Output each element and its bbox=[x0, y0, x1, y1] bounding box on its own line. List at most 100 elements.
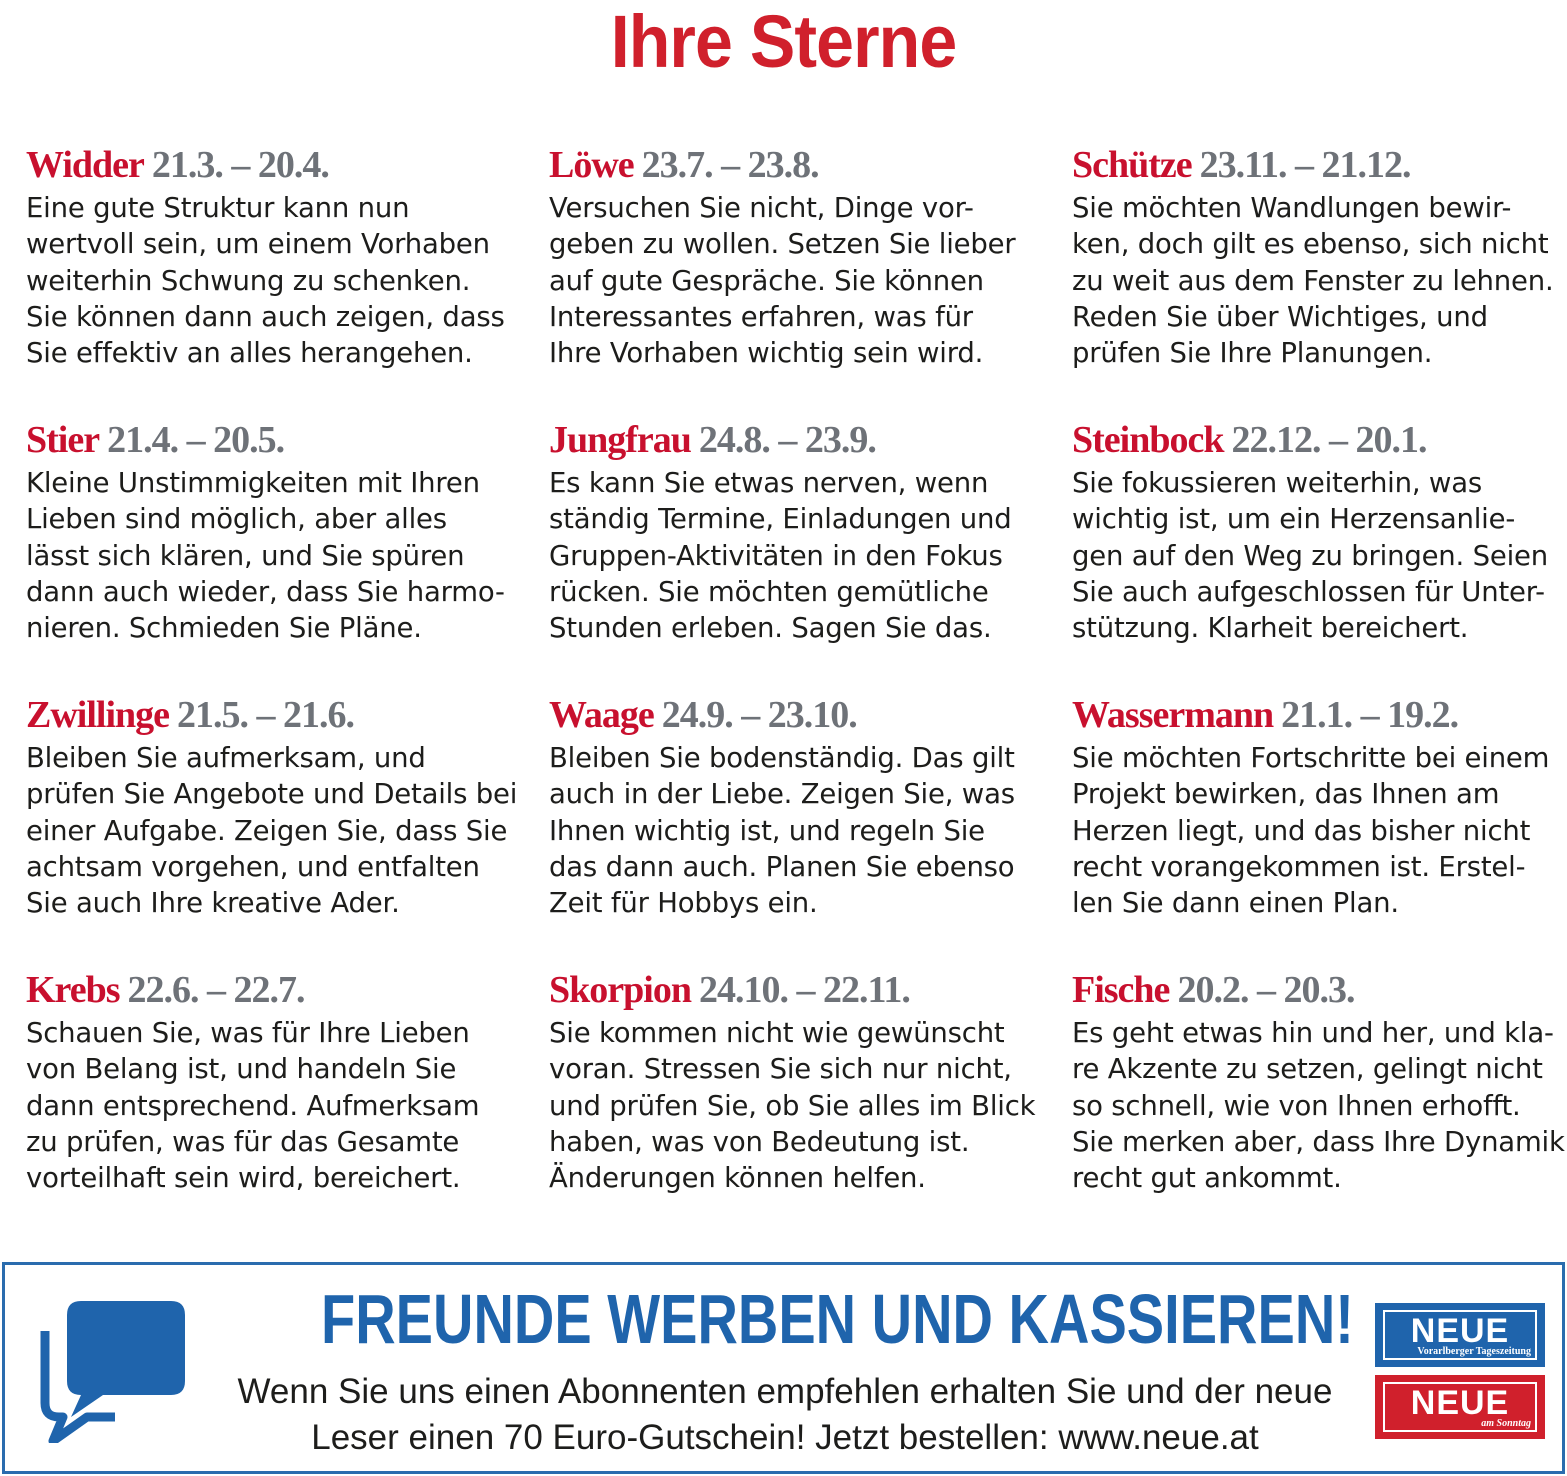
text-line: Sie möchten Wandlungen bewir- bbox=[1072, 192, 1512, 224]
sign-heading: Zwillinge 21.5. – 21.6. bbox=[26, 690, 549, 740]
text-line: voran. Stressen Sie sich nur nicht, bbox=[549, 1053, 1012, 1086]
text-line: Zeit für Hobbys ein. bbox=[549, 887, 818, 920]
text-line: und prüfen Sie, ob Sie alles im Blick bbox=[549, 1089, 1036, 1122]
text-line: zu prüfen, was für das Gesamte bbox=[26, 1125, 460, 1158]
sign-text: Sie möchten Wandlungen bewir- ken, doch … bbox=[1072, 190, 1556, 371]
text-line: Interessantes erfahren, was für bbox=[549, 300, 973, 333]
text-line: Gruppen-Aktivitäten in den Fokus bbox=[549, 539, 1003, 572]
sign-steinbock: Steinbock 22.12. – 20.1. Sie fokussieren … bbox=[1072, 415, 1556, 690]
sign-name: Schütze bbox=[1072, 144, 1193, 186]
sign-name: Fische bbox=[1072, 969, 1170, 1011]
promo-banner[interactable]: FREUNDE WERBEN UND KASSIEREN! Wenn Sie u… bbox=[2, 1262, 1565, 1474]
sign-dates: 20.2. – 20.3. bbox=[1177, 969, 1355, 1011]
sign-text: Eine gute Struktur kann nun wertvoll sei… bbox=[26, 190, 549, 371]
neue-logo[interactable]: NEUE Vorarlberger Tageszeitung bbox=[1375, 1303, 1545, 1367]
text-line: auf gute Gespräche. Sie können bbox=[549, 264, 984, 297]
sign-heading: Löwe 23.7. – 23.8. bbox=[549, 140, 1072, 190]
sign-text: Versuchen Sie nicht, Dinge vor- geben zu… bbox=[549, 190, 1072, 371]
sign-text: Es geht etwas hin und her, und kla- re A… bbox=[1072, 1015, 1565, 1196]
text-line: Reden Sie über Wichtiges, und bbox=[1072, 300, 1488, 333]
text-line: so schnell, wie von Ihnen erhofft. bbox=[1072, 1089, 1521, 1122]
logo-subtitle: am Sonntag bbox=[1385, 1418, 1531, 1429]
sign-dates: 21.5. – 21.6. bbox=[177, 694, 355, 736]
text-line: Kleine Unstimmigkeiten mit Ihren bbox=[26, 467, 480, 499]
page-title: Ihre Sterne bbox=[610, 0, 957, 83]
text-line: ständig Termine, Einladungen und bbox=[549, 503, 1012, 536]
sign-dates: 22.12. – 20.1. bbox=[1231, 419, 1427, 461]
promo-text-line: Leser einen 70 Euro-Gutschein! Jetzt bes… bbox=[311, 1418, 1259, 1457]
sign-name: Steinbock bbox=[1072, 419, 1224, 461]
text-line: wichtig ist, um ein Herzensanlie- bbox=[1072, 503, 1516, 536]
text-line: Ihnen wichtig ist, und regeln Sie bbox=[549, 814, 985, 847]
sign-waage: Waage 24.9. – 23.10. Bleiben Sie bodenstä… bbox=[549, 690, 1072, 965]
text-line: stützung. Klarheit bereichert. bbox=[1072, 612, 1469, 645]
sign-name: Jungfrau bbox=[549, 419, 692, 461]
text-line: Sie merken aber, dass Ihre Dynamik bbox=[1072, 1125, 1565, 1158]
logo-word: NEUE bbox=[1410, 1312, 1510, 1350]
text-line: wertvoll sein, um einem Vorhaben bbox=[26, 228, 490, 261]
text-line: Projekt bewirken, das Ihnen am bbox=[1072, 778, 1500, 811]
sign-text: Bleiben Sie bodenständig. Das gilt auch … bbox=[549, 740, 1072, 921]
text-line: vorteilhaft sein wird, bereichert. bbox=[26, 1162, 461, 1195]
text-line: Lieben sind möglich, aber alles bbox=[26, 503, 447, 536]
sign-text: Sie fokussieren weiterhin, was wichtig i… bbox=[1072, 465, 1556, 646]
sign-dates: 21.4. – 20.5. bbox=[107, 419, 285, 461]
text-line: rücken. Sie möchten gemütliche bbox=[549, 575, 989, 608]
text-line: weiterhin Schwung zu schenken. bbox=[26, 264, 471, 297]
sign-jungfrau: Jungfrau 24.8. – 23.9. Es kann Sie etwas … bbox=[549, 415, 1072, 690]
text-line: das dann auch. Planen Sie ebenso bbox=[549, 850, 1015, 883]
sign-heading: Schütze 23.11. – 21.12. bbox=[1072, 140, 1556, 190]
sign-dates: 21.1. – 19.2. bbox=[1281, 694, 1459, 736]
sign-heading: Jungfrau 24.8. – 23.9. bbox=[549, 415, 1072, 465]
promo-text-line: Wenn Sie uns einen Abonnenten empfehlen … bbox=[237, 1372, 1333, 1411]
sign-stier: Stier 21.4. – 20.5. Kleine Unstimmigkeite… bbox=[26, 415, 549, 690]
text-line: Herzen liegt, und das bisher nicht bbox=[1072, 814, 1531, 847]
text-line: Sie auch aufgeschlossen für Unter- bbox=[1072, 575, 1545, 608]
sign-heading: Skorpion 24.10. – 22.11. bbox=[549, 965, 1072, 1015]
sign-heading: Widder 21.3. – 20.4. bbox=[26, 140, 549, 190]
promo-headline: FREUNDE WERBEN UND KASSIEREN! bbox=[321, 1280, 1354, 1358]
sign-dates: 23.11. – 21.12. bbox=[1199, 144, 1412, 186]
sign-name: Krebs bbox=[26, 969, 121, 1011]
text-line: len Sie dann einen Plan. bbox=[1072, 887, 1399, 920]
sign-text: Schauen Sie, was für Ihre Lieben von Bel… bbox=[26, 1015, 549, 1196]
text-line: einer Aufgabe. Zeigen Sie, dass Sie bbox=[26, 814, 508, 847]
sign-heading: Wassermann 21.1. – 19.2. bbox=[1072, 690, 1556, 740]
text-line: dann entsprechend. Aufmerksam bbox=[26, 1089, 480, 1122]
text-line: re Akzente zu setzen, gelingt nicht bbox=[1072, 1053, 1543, 1086]
sign-name: Widder bbox=[26, 144, 145, 186]
text-line: geben zu wollen. Setzen Sie lieber bbox=[549, 228, 1016, 261]
text-line: zu weit aus dem Fenster zu lehnen. bbox=[1072, 264, 1554, 297]
sign-krebs: Krebs 22.6. – 22.7. Schauen Sie, was für … bbox=[26, 965, 549, 1240]
text-line: von Belang ist, und handeln Sie bbox=[26, 1053, 457, 1086]
sign-text: Es kann Sie etwas nerven, wenn ständig T… bbox=[549, 465, 1072, 646]
text-line: lässt sich klären, und Sie spüren bbox=[26, 539, 465, 572]
sign-dates: 21.3. – 20.4. bbox=[151, 144, 330, 186]
text-line: Es geht etwas hin und her, und kla- bbox=[1072, 1017, 1554, 1049]
sign-schuetze: Schütze 23.11. – 21.12. Sie möchten Wandl… bbox=[1072, 140, 1556, 415]
text-line: Bleiben Sie bodenständig. Das gilt bbox=[549, 742, 1015, 774]
text-line: recht gut ankommt. bbox=[1072, 1162, 1342, 1195]
sign-heading: Fische 20.2. – 20.3. bbox=[1072, 965, 1556, 1015]
sign-name: Löwe bbox=[549, 144, 635, 186]
sign-dates: 22.6. – 22.7. bbox=[127, 969, 306, 1011]
text-line: Bleiben Sie aufmerksam, und bbox=[26, 742, 426, 774]
text-line: Versuchen Sie nicht, Dinge vor- bbox=[549, 192, 974, 224]
sign-text: Sie möchten Fortschritte bei einem Proje… bbox=[1072, 740, 1556, 921]
sign-text: Kleine Unstimmigkeiten mit Ihren Lieben … bbox=[26, 465, 549, 646]
sign-dates: 23.7. – 23.8. bbox=[641, 144, 820, 186]
sign-text: Bleiben Sie aufmerksam, und prüfen Sie A… bbox=[26, 740, 549, 921]
text-line: Sie können dann auch zeigen, dass bbox=[26, 300, 505, 333]
text-line: auch in der Liebe. Zeigen Sie, was bbox=[549, 778, 1015, 811]
neue-am-sonntag-logo[interactable]: NEUE am Sonntag bbox=[1375, 1375, 1545, 1439]
sign-dates: 24.9. – 23.10. bbox=[661, 694, 858, 736]
text-line: Sie fokussieren weiterhin, was bbox=[1072, 467, 1483, 499]
sign-name: Zwillinge bbox=[26, 694, 170, 736]
logo-word: NEUE bbox=[1410, 1384, 1510, 1422]
logo-subtitle: Vorarlberger Tageszeitung bbox=[1417, 1346, 1531, 1357]
logo-subtitle-small: am bbox=[1481, 1418, 1495, 1429]
sign-heading: Steinbock 22.12. – 20.1. bbox=[1072, 415, 1556, 465]
sign-fische: Fische 20.2. – 20.3. Es geht etwas hin un… bbox=[1072, 965, 1565, 1240]
sign-heading: Waage 24.9. – 23.10. bbox=[549, 690, 1072, 740]
text-line: recht vorangekommen ist. Erstel- bbox=[1072, 850, 1526, 883]
